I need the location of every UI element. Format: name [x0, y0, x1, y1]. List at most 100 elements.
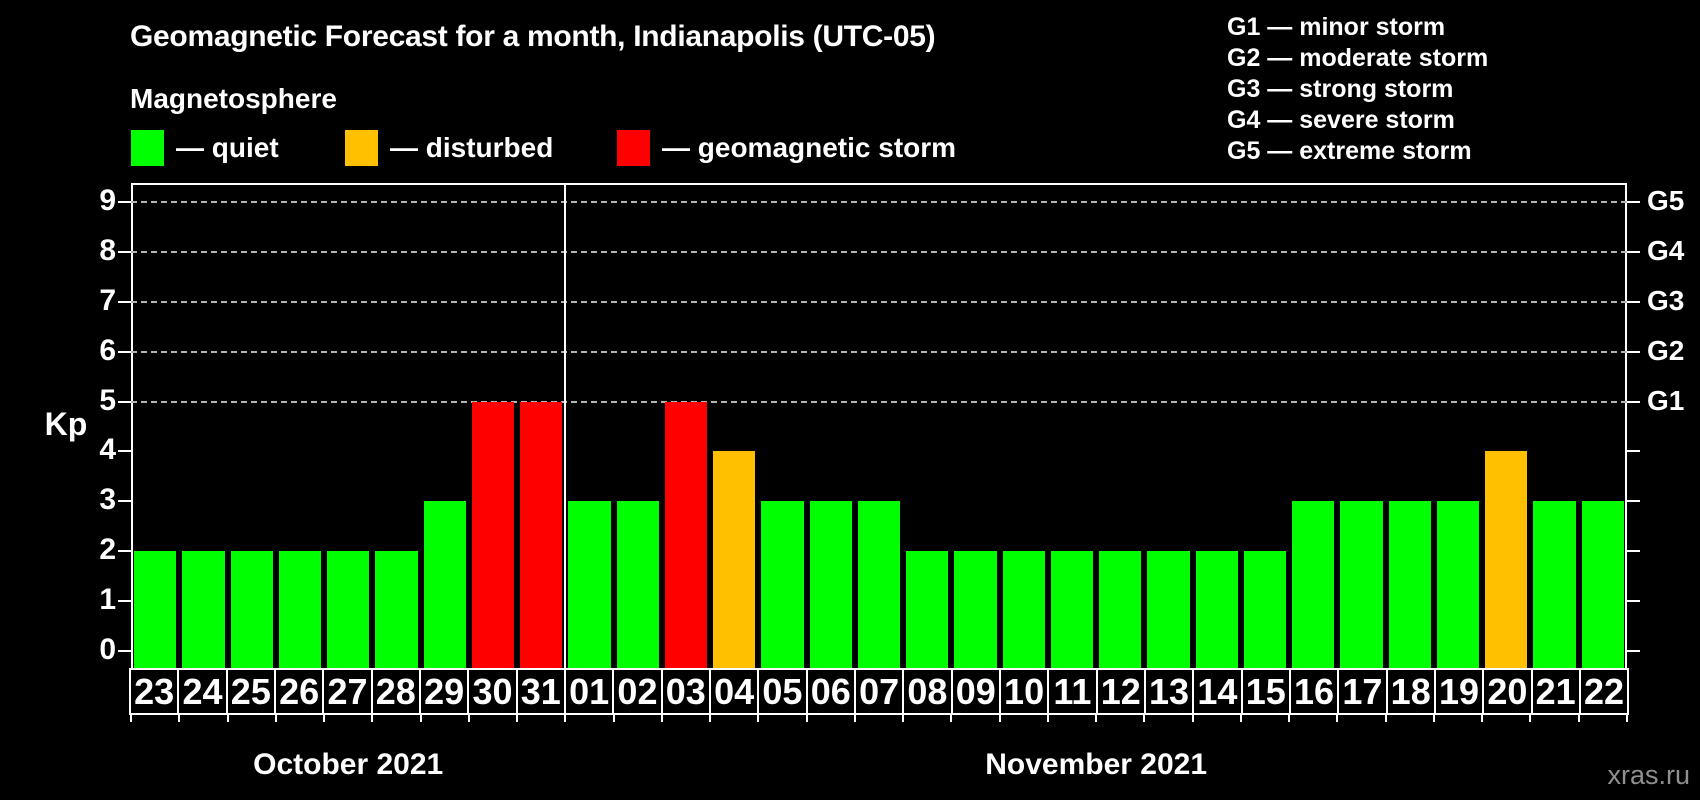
g-scale-label-G3: G3 [1647, 284, 1685, 316]
y-axis-tick-left [118, 250, 131, 253]
legend-item-quiet: — quiet [131, 130, 279, 166]
y-axis-tick-left [118, 350, 131, 353]
day-boundary-tick [1143, 715, 1146, 722]
day-boundary-tick [853, 715, 856, 722]
legend-item-storm: — geomagnetic storm [617, 130, 956, 166]
kp-bar-day-26 [278, 551, 322, 668]
y-axis-tick-right [1627, 200, 1640, 203]
legend-label: — disturbed [390, 132, 554, 163]
kp-bar-day-31 [520, 401, 563, 668]
day-boundary-tick [1626, 715, 1628, 722]
day-boundary-tick [709, 715, 712, 722]
kp-bar-day-23 [134, 551, 177, 668]
kp-bar-day-09 [954, 551, 997, 668]
plot-area [131, 183, 1627, 668]
day-boundary-tick [757, 715, 760, 722]
kp-bar-day-01 [568, 501, 611, 668]
day-label-14: 14 [1194, 668, 1243, 715]
day-label-20: 20 [1484, 668, 1533, 715]
kp-bar-day-14 [1195, 551, 1238, 668]
day-label-05: 05 [759, 668, 808, 715]
month-label: October 2021 [253, 748, 444, 781]
kp-bar-day-13 [1147, 551, 1190, 668]
g-legend-line: G3 — strong storm [1227, 75, 1454, 103]
kp-bar-day-17 [1340, 501, 1383, 668]
month-label: November 2021 [985, 748, 1208, 781]
magnetosphere-subtitle: Magnetosphere [130, 83, 337, 114]
day-boundary-tick [274, 715, 277, 722]
y-axis-tick-right [1627, 450, 1640, 453]
kp-bar-day-05 [761, 501, 804, 668]
g-scale-label-G4: G4 [1647, 234, 1685, 266]
y-axis-label-2: 2 [99, 533, 116, 567]
day-boundary-tick [612, 715, 615, 722]
kp-bar-day-20 [1485, 451, 1528, 668]
g-scale-label-G2: G2 [1647, 334, 1685, 366]
day-label-12: 12 [1097, 668, 1146, 715]
day-label-15: 15 [1242, 668, 1291, 715]
day-boundary-tick [1529, 715, 1532, 722]
kp-bar-day-12 [1099, 551, 1142, 668]
gridline-G5 [131, 200, 1627, 203]
day-label-11: 11 [1049, 668, 1098, 715]
day-label-22: 22 [1580, 668, 1630, 715]
watermark: xras.ru [1607, 760, 1690, 790]
kp-bar-day-07 [857, 501, 901, 668]
day-boundary-tick [1288, 715, 1291, 722]
y-axis-tick-left [118, 550, 131, 553]
kp-bar-day-06 [809, 501, 852, 668]
kp-bar-day-27 [327, 551, 370, 668]
day-label-24: 24 [179, 668, 228, 715]
y-axis-tick-left [118, 500, 131, 503]
day-boundary-tick [1046, 715, 1049, 722]
day-label-06: 06 [807, 668, 856, 715]
y-axis-label-4: 4 [99, 433, 116, 467]
day-axis: 23 24 25 26 27 28 29 30 31 01 02 03 04 05 06 07 08 09 10 11… [129, 668, 1630, 715]
legend-label: — geomagnetic storm [662, 132, 957, 163]
month-separator [564, 183, 567, 668]
kp-bar-day-19 [1436, 501, 1480, 668]
day-boundary-tick [1481, 715, 1484, 722]
y-axis-tick-left [118, 650, 131, 653]
day-boundary-tick [805, 715, 808, 722]
day-boundary-tick [1384, 715, 1387, 722]
y-axis-tick-left [118, 200, 131, 203]
g-scale-label-G1: G1 [1647, 384, 1685, 416]
legend-swatch-storm [617, 130, 650, 166]
day-label-30: 30 [469, 668, 518, 715]
y-axis-label-9: 9 [99, 183, 116, 217]
day-label-17: 17 [1339, 668, 1388, 715]
day-boundary-tick [226, 715, 229, 722]
y-axis-label-8: 8 [99, 233, 116, 267]
day-label-10: 10 [1000, 668, 1050, 715]
g-scale-legend: G1 — minor storm G2 — moderate storm G3 — … [1227, 12, 1488, 167]
day-boundary-tick [660, 715, 663, 722]
y-axis-tick-right [1627, 350, 1640, 353]
kp-bar-day-22 [1581, 501, 1624, 668]
y-axis-tick-right [1627, 300, 1640, 303]
day-label-03: 03 [662, 668, 711, 715]
day-label-01: 01 [565, 668, 615, 715]
day-boundary-tick [1577, 715, 1580, 722]
gridline-G1 [131, 400, 1627, 403]
day-boundary-tick [998, 715, 1001, 722]
kp-bar-day-08 [906, 551, 949, 668]
y-axis-tick-right [1627, 650, 1640, 653]
status-legend: — quiet — disturbed — geomagnetic storm [0, 130, 1200, 170]
day-label-28: 28 [372, 668, 421, 715]
page-title: Geomagnetic Forecast for a month, Indian… [130, 20, 936, 53]
kp-bar-day-18 [1388, 501, 1431, 668]
y-axis-label-0: 0 [99, 633, 116, 667]
gridline-G3 [131, 300, 1627, 303]
day-boundary-tick [1191, 715, 1194, 722]
day-label-27: 27 [324, 668, 373, 715]
kp-bar-day-10 [1002, 551, 1045, 668]
legend-label: — quiet [176, 132, 279, 163]
day-boundary-tick [371, 715, 374, 722]
day-label-07: 07 [855, 668, 905, 715]
y-axis-label-3: 3 [99, 483, 116, 517]
day-label-09: 09 [952, 668, 1001, 715]
day-label-25: 25 [227, 668, 276, 715]
kp-bar-day-02 [616, 501, 659, 668]
